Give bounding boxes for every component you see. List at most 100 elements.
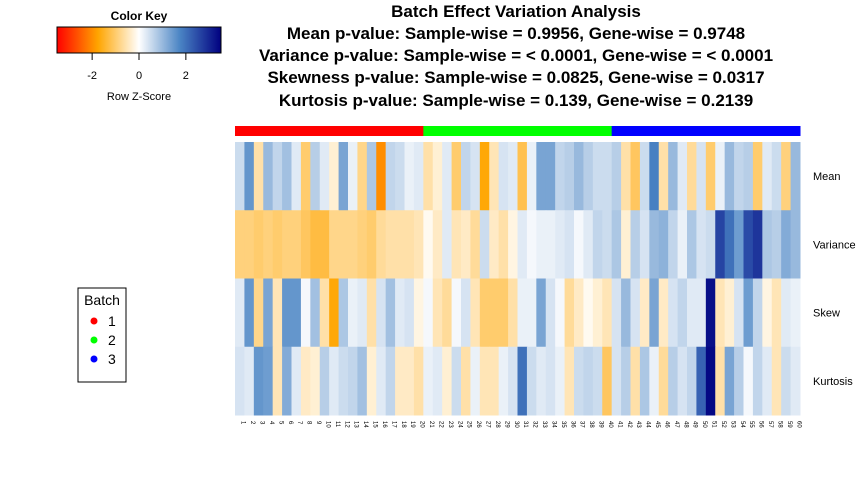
heatmap-cell	[564, 142, 575, 211]
column-label: 47	[673, 421, 679, 428]
heatmap-cell	[564, 346, 575, 416]
column-label: 55	[748, 421, 754, 428]
heatmap-cell	[508, 346, 518, 416]
column-label: 59	[786, 421, 792, 428]
batch-bar-segment	[348, 126, 358, 136]
heatmap-cell	[310, 346, 321, 416]
batch-bar-segment	[272, 126, 283, 136]
column-label: 52	[720, 421, 726, 428]
legend-label: 1	[108, 313, 116, 329]
heatmap-cell	[357, 142, 368, 211]
heatmap-cell	[432, 210, 443, 279]
row-label: Variance	[813, 239, 856, 251]
column-label: 39	[598, 421, 604, 428]
batch-bar-segment	[611, 126, 622, 136]
column-label: 56	[758, 421, 764, 428]
heatmap-cell	[639, 346, 650, 416]
batch-bar-segment	[366, 126, 377, 136]
heatmap-cell	[734, 142, 744, 211]
heatmap-cell	[771, 346, 782, 416]
heatmap-cell	[668, 278, 679, 348]
heatmap-cell	[376, 142, 387, 211]
heatmap-cell	[376, 210, 387, 279]
batch-bar-segment	[771, 126, 782, 136]
heatmap-cell	[592, 278, 603, 348]
heatmap-cell	[762, 278, 773, 348]
batch-bar-segment	[376, 126, 387, 136]
heatmap-cell	[253, 346, 264, 416]
column-label: 14	[362, 421, 368, 428]
heatmap-cell	[621, 346, 631, 416]
heatmap-cell	[338, 210, 349, 279]
heatmap-cell	[253, 278, 264, 348]
batch-bar-segment	[715, 126, 726, 136]
color-key: Color Key -2 0 2 Row Z-Score	[56, 9, 222, 103]
batch-bar-segment	[479, 126, 490, 136]
column-label: 43	[635, 421, 641, 428]
heatmap-cell	[329, 346, 340, 416]
batch-bar-segment	[404, 126, 415, 136]
heatmap-cell	[545, 278, 556, 348]
column-label: 12	[343, 421, 349, 428]
heatmap-cell	[668, 346, 679, 416]
heatmap-cell	[517, 142, 528, 211]
heatmap-cell	[432, 278, 443, 348]
batch-bar-segment	[752, 126, 763, 136]
column-label: 10	[324, 421, 330, 428]
heatmap-cell	[395, 210, 405, 279]
heatmap-cell	[649, 142, 660, 211]
heatmap-cell	[602, 142, 613, 211]
column-label: 54	[739, 421, 745, 428]
heatmap-cell	[357, 210, 368, 279]
heatmap-cell	[329, 142, 340, 211]
column-label: 31	[522, 421, 528, 428]
column-label: 32	[532, 421, 538, 428]
heatmap-cell	[291, 278, 302, 348]
heatmap-cell	[649, 278, 660, 348]
heatmap-cell	[291, 142, 302, 211]
heatmap-cell	[583, 346, 594, 416]
column-label: 3	[259, 421, 265, 425]
heatmap-cell	[498, 346, 509, 416]
batch-bar-segment	[790, 126, 801, 136]
heatmap-cell	[715, 142, 726, 211]
heatmap-cell	[526, 142, 537, 211]
heatmap-cell	[291, 346, 302, 416]
heatmap-cell	[432, 142, 443, 211]
heatmap-cell	[602, 278, 613, 348]
heatmap-cell	[790, 142, 801, 211]
heatmap-cell	[404, 142, 415, 211]
batch-bar-segment	[489, 126, 500, 136]
heatmap-cell	[310, 142, 321, 211]
column-label: 45	[654, 421, 660, 428]
heatmap-cell	[781, 278, 792, 348]
heatmap-cell	[790, 278, 801, 348]
heatmap-cell	[461, 346, 471, 416]
heatmap-cell	[498, 278, 509, 348]
column-label: 26	[475, 421, 481, 428]
batch-bar-segment	[724, 126, 735, 136]
heatmap-cell	[687, 142, 697, 211]
column-label: 53	[729, 421, 735, 428]
heatmap-cell	[235, 210, 245, 279]
heatmap-cell	[630, 278, 641, 348]
heatmap-cell	[715, 210, 726, 279]
chart-title: Batch Effect Variation Analysis Mean p-v…	[259, 2, 773, 110]
column-label: 27	[485, 421, 491, 428]
heatmap-cell	[282, 278, 292, 348]
column-label: 2	[249, 421, 255, 425]
heatmap-cell	[470, 278, 481, 348]
heatmap-cell	[687, 278, 697, 348]
heatmap-cell	[574, 210, 584, 279]
heatmap-cell	[461, 210, 471, 279]
batch-bar-segment	[781, 126, 792, 136]
title-line-1: Batch Effect Variation Analysis	[391, 2, 641, 21]
heatmap-cell	[536, 346, 547, 416]
heatmap-cell	[300, 210, 311, 279]
heatmap-cell	[385, 346, 396, 416]
heatmap-cell	[404, 346, 415, 416]
heatmap-cell	[545, 346, 556, 416]
heatmap-cell	[413, 278, 424, 348]
batch-bar-segment	[639, 126, 650, 136]
